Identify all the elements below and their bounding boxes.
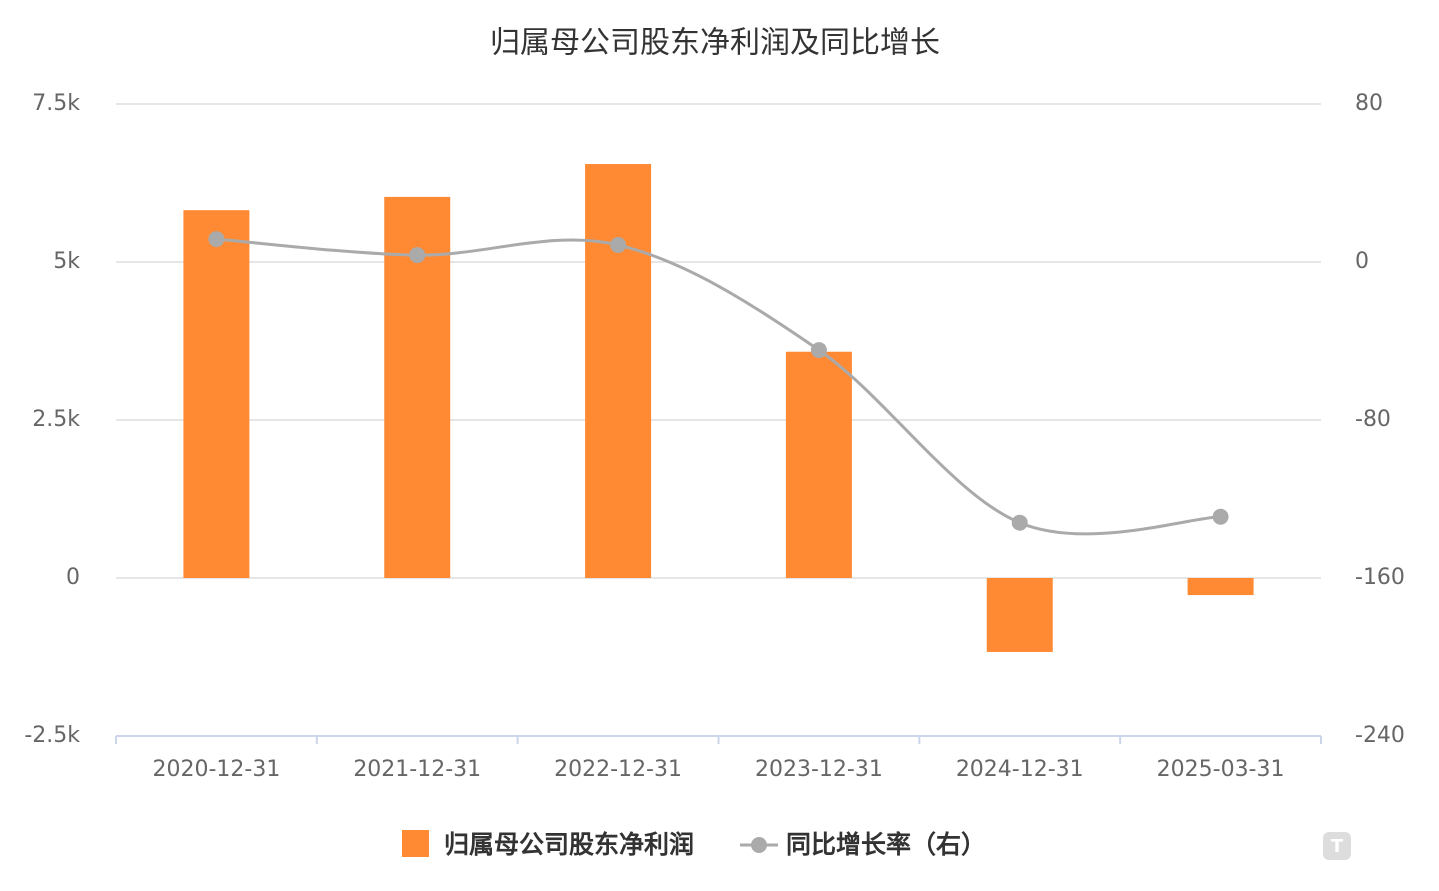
- point: [409, 247, 426, 264]
- x-tick-label: 2023-12-31: [755, 757, 883, 782]
- bar: [1187, 578, 1254, 596]
- point: [810, 342, 827, 359]
- y2-tick-label: 80: [1355, 91, 1383, 116]
- y-tick-label: 7.5k: [32, 91, 80, 116]
- point: [610, 237, 627, 254]
- y-tick-label: 5k: [53, 249, 80, 274]
- chart-title: 归属母公司股东净利润及同比增长: [490, 26, 940, 61]
- bar: [986, 578, 1053, 652]
- y2-tick-label: 0: [1355, 249, 1369, 274]
- legend-label: 归属母公司股东净利润: [444, 830, 694, 859]
- bar: [183, 210, 250, 578]
- y-tick-label: 2.5k: [32, 407, 80, 432]
- x-tick-label: 2020-12-31: [152, 757, 280, 782]
- bar: [585, 164, 652, 579]
- y2-tick-label: -160: [1355, 565, 1405, 590]
- point: [1011, 514, 1028, 531]
- y2-tick-label: -240: [1355, 723, 1405, 748]
- legend-swatch: [402, 830, 429, 857]
- legend-swatch: [751, 837, 768, 853]
- x-tick-label: 2024-12-31: [956, 757, 1084, 782]
- legend-label: 同比增长率（右）: [786, 830, 986, 859]
- x-tick-label: 2025-03-31: [1157, 757, 1285, 782]
- line: [216, 237, 1221, 536]
- svg-text:T: T: [1331, 836, 1344, 857]
- x-tick-label: 2021-12-31: [353, 757, 481, 782]
- y-tick-label: 0: [66, 565, 80, 590]
- y2-tick-label: -80: [1355, 407, 1391, 432]
- x-tick-label: 2022-12-31: [554, 757, 682, 782]
- bar: [785, 351, 852, 578]
- watermark: T: [1323, 832, 1351, 860]
- point: [1212, 508, 1229, 525]
- y-tick-label: -2.5k: [24, 723, 80, 748]
- point: [208, 231, 225, 248]
